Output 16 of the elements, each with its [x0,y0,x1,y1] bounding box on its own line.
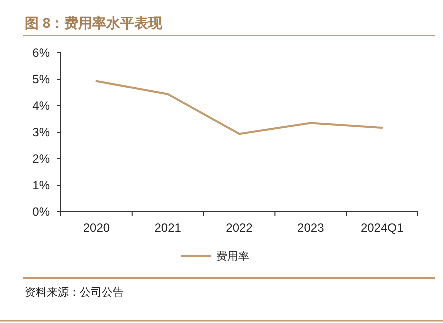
legend-label: 费用率 [216,250,250,263]
line-series [96,80,384,136]
x-tick-label: 2023 [298,221,325,235]
y-tick-label: 6% [32,46,50,60]
y-tick-label: 0% [32,205,50,220]
y-tick-label: 5% [32,72,50,87]
x-tick-label: 2020 [83,221,110,235]
x-tick-label: 2022 [226,221,254,235]
y-tick-label: 1% [32,178,50,193]
y-tick-label: 4% [32,99,50,114]
chart-title: 图 8：费用率水平表现 [25,15,164,31]
x-tick-label: 2021 [154,221,182,235]
y-tick-label: 2% [32,152,50,166]
x-tick-label: 2024Q1 [360,221,404,235]
text: 资料来源：公司公告 [25,286,124,299]
y-tick-label: 3% [32,126,50,140]
